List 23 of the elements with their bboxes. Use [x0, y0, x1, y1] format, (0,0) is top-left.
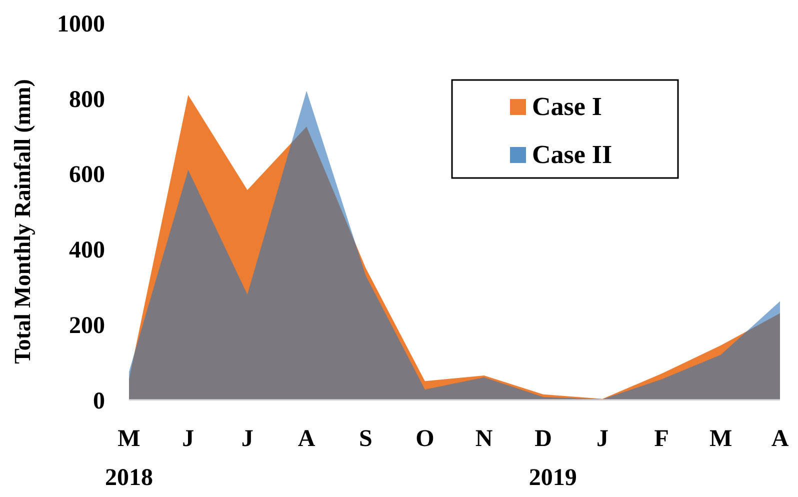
- y-tick-label: 1000: [57, 11, 105, 38]
- legend-label: Case II: [532, 140, 612, 169]
- x-tick-label: N: [475, 426, 494, 452]
- x-tick-label: M: [118, 426, 140, 452]
- x-tick-label: J: [182, 426, 194, 452]
- y-axis-title: Total Monthly Rainfall (mm): [10, 79, 35, 364]
- x-tick-label: J: [596, 426, 608, 452]
- x-tick-label: A: [298, 426, 316, 452]
- y-tick-label: 800: [69, 86, 105, 113]
- text: 2018: [105, 465, 153, 491]
- y-tick-label: 400: [69, 238, 105, 264]
- x-tick-label: A: [771, 426, 790, 452]
- y-tick-label: 600: [69, 162, 105, 188]
- legend-label: Case I: [532, 92, 602, 121]
- x-tick-label: J: [241, 426, 254, 452]
- text: 2019: [528, 465, 577, 491]
- x-tick-label: F: [654, 426, 669, 452]
- x-tick-label: D: [534, 426, 552, 452]
- x-tick-label: S: [359, 426, 372, 452]
- x-tick-label: O: [416, 426, 434, 452]
- y-tick-label: 0: [93, 388, 105, 414]
- y-tick-label: 200: [69, 313, 105, 339]
- x-tick-label: M: [709, 426, 732, 452]
